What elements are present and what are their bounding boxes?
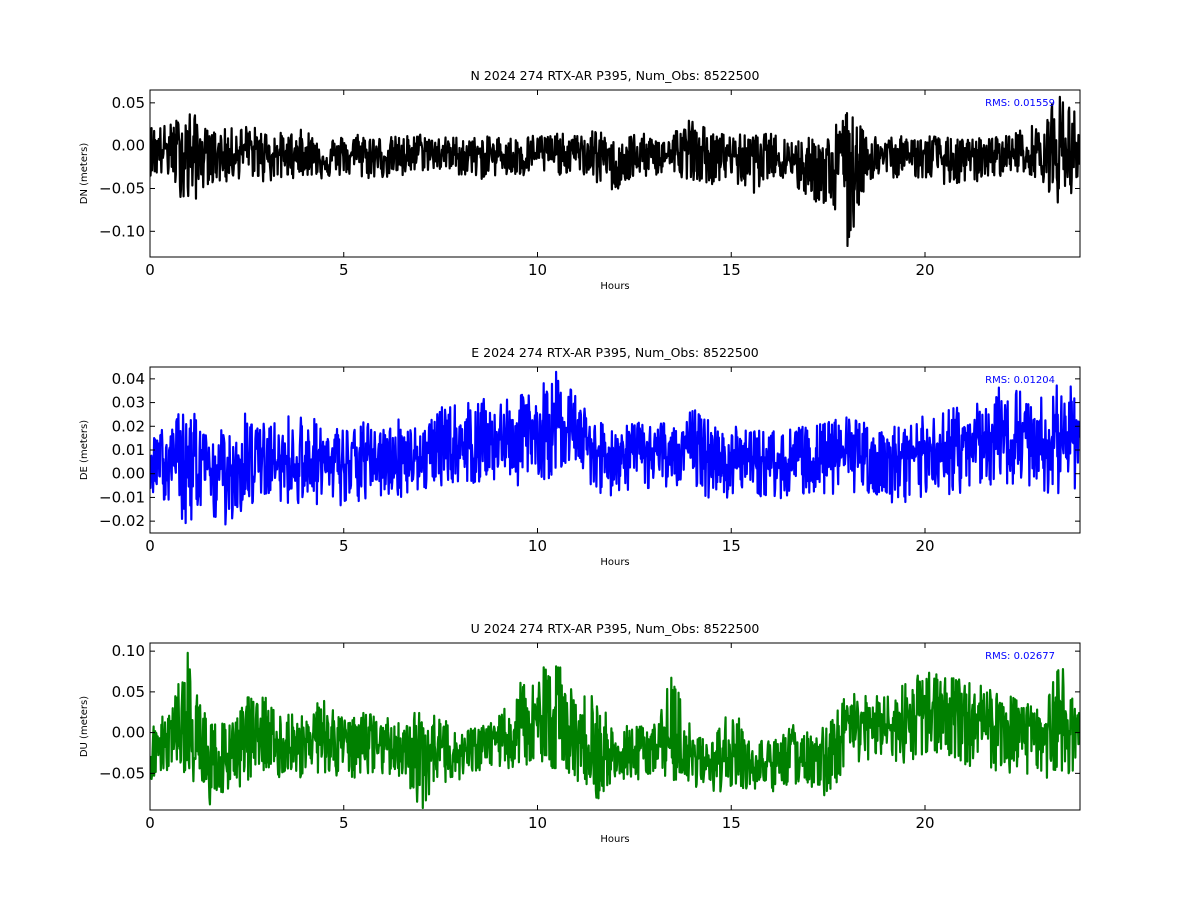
u-ytick-label: 0.00 <box>112 724 145 742</box>
e-rms-annotation: RMS: 0.01204 <box>985 375 1055 386</box>
u-xtick-label: 5 <box>339 814 349 832</box>
n-ytick-label: −0.05 <box>99 179 145 197</box>
e-xtick-label: 0 <box>145 537 155 555</box>
e-xlabel: Hours <box>600 557 629 568</box>
u-xlabel: Hours <box>600 834 629 845</box>
u-rms-annotation: RMS: 0.02677 <box>985 651 1055 662</box>
e-ytick-label: −0.02 <box>99 512 145 530</box>
e-xtick-label: 20 <box>915 537 934 555</box>
n-xlabel: Hours <box>600 281 629 292</box>
e-panel: 0 5 10 15 20 0.04 0.03 0.02 0.01 0.00 −0.01 −0.02 E … <box>79 345 1081 568</box>
n-ytick-label: −0.10 <box>99 222 145 240</box>
n-ylabel: DN (meters) <box>79 143 90 205</box>
u-xtick-label: 20 <box>915 814 934 832</box>
n-ytick-label: 0.05 <box>112 94 145 112</box>
e-xtick-label: 5 <box>339 537 349 555</box>
e-xtick-label: 10 <box>528 537 547 555</box>
n-rms-annotation: RMS: 0.01559 <box>985 98 1055 109</box>
u-ytick-label: 0.10 <box>112 642 145 660</box>
u-xtick-label: 15 <box>722 814 741 832</box>
e-ytick-label: 0.03 <box>112 394 145 412</box>
u-xtick-label: 10 <box>528 814 547 832</box>
n-panel: 0 5 10 15 20 0.05 0.00 −0.05 −0.10 N 2024 274 RTX… <box>79 68 1081 292</box>
u-panel: 0 5 10 15 20 0.10 0.05 0.00 −0.05 U 2024 274 RTX-… <box>79 621 1081 845</box>
n-xtick-label: 10 <box>528 261 547 279</box>
n-xtick-label: 15 <box>722 261 741 279</box>
e-series-line <box>150 370 1080 526</box>
e-ytick-label: 0.00 <box>112 465 145 483</box>
e-ytick-label: 0.04 <box>112 370 145 388</box>
e-title: E 2024 274 RTX-AR P395, Num_Obs: 8522500 <box>471 345 759 360</box>
u-ytick-label: −0.05 <box>99 764 145 782</box>
u-xtick-label: 0 <box>145 814 155 832</box>
e-ytick-label: 0.01 <box>112 441 145 459</box>
u-series-line <box>150 651 1080 810</box>
n-xtick-label: 5 <box>339 261 349 279</box>
u-axes-frame <box>149 642 1081 811</box>
n-axes-frame <box>149 89 1081 258</box>
n-title: N 2024 274 RTX-AR P395, Num_Obs: 8522500 <box>471 68 760 83</box>
n-series-line <box>150 95 1080 248</box>
n-xtick-label: 0 <box>145 261 155 279</box>
e-ytick-label: −0.01 <box>99 488 145 506</box>
n-xtick-label: 20 <box>915 261 934 279</box>
panels: 0 5 10 15 20 0.05 0.00 −0.05 −0.10 N 2024 274 RTX… <box>79 68 1081 845</box>
u-ylabel: DU (meters) <box>79 696 90 757</box>
e-ytick-label: 0.02 <box>112 417 145 435</box>
e-xtick-label: 15 <box>722 537 741 555</box>
n-ytick-label: 0.00 <box>112 137 145 155</box>
e-ylabel: DE (meters) <box>79 420 90 480</box>
u-ytick-label: 0.05 <box>112 683 145 701</box>
u-title: U 2024 274 RTX-AR P395, Num_Obs: 8522500 <box>471 621 760 636</box>
